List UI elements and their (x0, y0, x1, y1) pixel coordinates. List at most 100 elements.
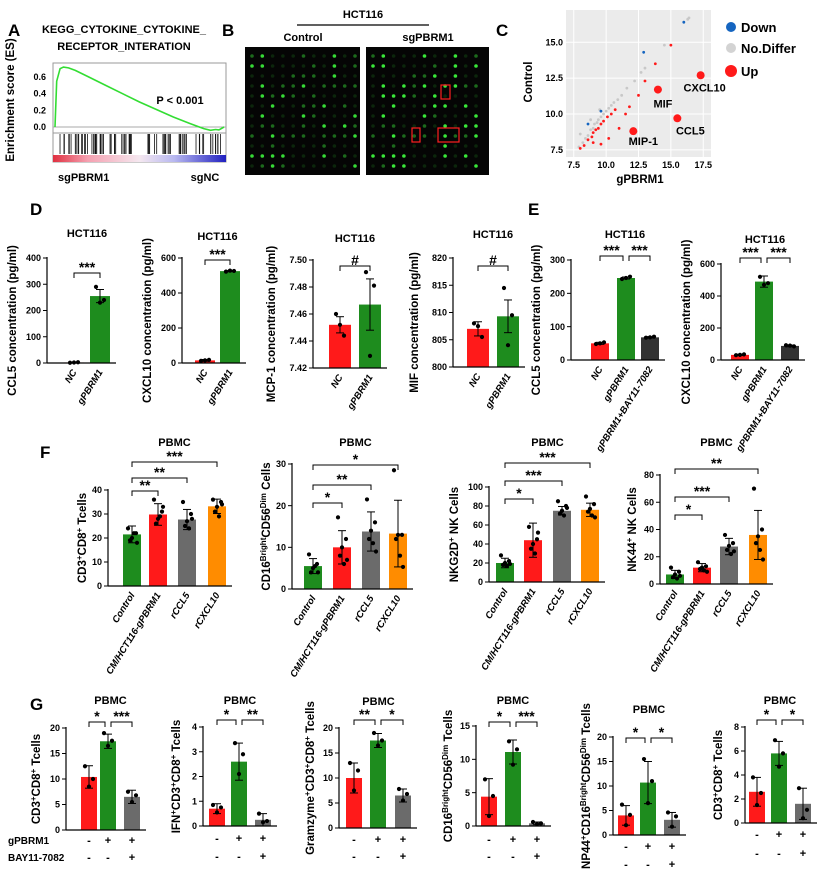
array-spot (422, 154, 427, 158)
y-tick-label: 0 (55, 825, 60, 835)
data-point (585, 509, 591, 514)
y-tick-label: 7.50 (289, 255, 307, 265)
data-point (366, 536, 372, 542)
array-spot (381, 64, 386, 68)
panel-label: D (30, 200, 42, 219)
array-spot (391, 104, 396, 108)
data-point (151, 497, 157, 502)
data-point (198, 358, 204, 363)
significance-label: * (686, 501, 692, 517)
bar (497, 316, 519, 367)
data-point (669, 824, 675, 829)
label-segment: MCP-1 concentration (pg/ml) (266, 246, 278, 403)
condition-sign: + (400, 834, 406, 846)
y-tick-label: 7.48 (289, 282, 307, 292)
array-spot (443, 144, 447, 148)
data-point (759, 527, 765, 532)
array-spot (250, 94, 254, 98)
condition-sign: - (646, 859, 650, 871)
data-point (153, 521, 159, 526)
array-spot (353, 74, 357, 78)
data-point (753, 541, 759, 546)
data-point (371, 730, 377, 736)
point-up (599, 122, 603, 126)
array-spot (322, 94, 326, 98)
point-no-differ (589, 118, 592, 122)
chart-title: HCT116 (335, 233, 375, 245)
y-tick-label: 40 (644, 525, 654, 535)
condition-sign: - (215, 851, 219, 863)
y-tick-label: 20 (92, 533, 102, 543)
bar (617, 278, 635, 360)
y-tick-label: 8 (734, 722, 739, 732)
data-point (391, 468, 397, 473)
label-segment: CCL5 concentration (pg/ml) (7, 245, 19, 396)
array-spot (353, 144, 357, 148)
data-point (202, 358, 208, 363)
point-no-differ (586, 134, 590, 137)
array-spot (281, 124, 285, 128)
label-segment: CD56 (443, 760, 455, 789)
point-no-differ (589, 128, 592, 132)
array-spot (312, 54, 316, 58)
y-tick-label: 7.46 (289, 309, 307, 319)
data-point (532, 551, 538, 556)
array-spot (270, 54, 275, 58)
condition-sign: - (352, 834, 356, 846)
point-down (642, 50, 646, 54)
y-axis-label: CXCL10 concentration (pg/ml) (142, 238, 154, 403)
array-spot (353, 164, 357, 168)
significance-bracket (477, 265, 509, 271)
y-tick-label: 0 (281, 584, 286, 594)
significance-bracket (766, 257, 791, 263)
array-spot (281, 154, 285, 158)
y-tick-label: 300 (550, 255, 565, 265)
data-point (364, 497, 370, 502)
array-spot (402, 104, 406, 108)
x-tick-label: CM/HCT116-gPBRM1 (104, 591, 163, 677)
array-spot (301, 164, 306, 168)
bar (346, 778, 362, 828)
array-spot (474, 164, 478, 168)
data-point (649, 779, 655, 784)
array-spot (250, 114, 254, 118)
data-point (396, 786, 402, 792)
data-point (627, 812, 633, 818)
array-spot (332, 104, 337, 108)
array-spot (270, 144, 275, 148)
bar (231, 761, 247, 826)
data-point (312, 563, 318, 569)
array-spot (312, 84, 316, 88)
data-point (210, 802, 216, 808)
label-segment: CD3 (31, 801, 43, 824)
superscript: + (169, 754, 178, 759)
bar (781, 345, 799, 360)
data-point (677, 573, 683, 578)
data-point (676, 569, 682, 574)
array-spot (402, 154, 406, 158)
significance-label: *** (525, 467, 542, 483)
array-spot (391, 94, 396, 98)
condition-sign: + (105, 835, 111, 847)
data-point (703, 564, 709, 569)
array-spot (433, 164, 437, 168)
bar (524, 540, 542, 582)
array-spot (402, 94, 406, 98)
significance-bracket (241, 719, 264, 725)
y-tick-label: 0.6 (33, 72, 46, 82)
significance-label: * (224, 706, 230, 722)
array-spot (412, 114, 417, 118)
data-point (93, 284, 99, 289)
data-point (737, 352, 743, 357)
condition-sign: + (375, 834, 381, 846)
y-tick-label: 30 (276, 459, 286, 469)
array-spot (412, 134, 417, 138)
legend-marker (726, 22, 736, 32)
data-point (367, 353, 373, 358)
data-point (741, 352, 747, 357)
legend-label: No.Differ (741, 41, 796, 56)
array-spot (463, 114, 468, 118)
data-point (760, 557, 766, 562)
data-point (674, 576, 680, 581)
